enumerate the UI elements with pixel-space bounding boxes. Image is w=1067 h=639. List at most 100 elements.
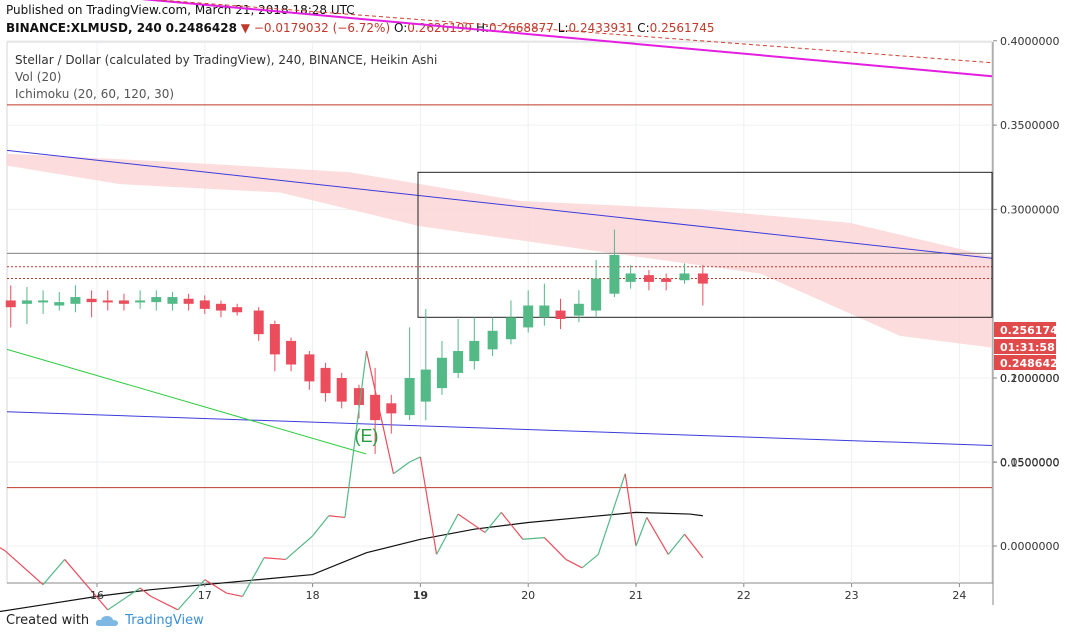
candle-down <box>215 303 226 311</box>
low-label: L: <box>557 21 569 35</box>
x-tick-label: 19 <box>413 589 428 602</box>
x-tick-label: 22 <box>737 589 751 602</box>
y-tick-label: 0.0500000 <box>1000 456 1060 469</box>
oscillator-segment <box>264 557 286 561</box>
oscillator-segment <box>204 579 227 594</box>
oscillator-segment <box>0 546 6 552</box>
oscillator-segment <box>4 550 44 586</box>
candle-up <box>70 297 81 304</box>
oscillator-segment <box>42 559 66 586</box>
open-label: O: <box>393 21 408 35</box>
candle-up <box>469 340 480 362</box>
oscillator-segment <box>409 456 421 463</box>
candle-up <box>625 273 636 282</box>
oscillator-segment <box>393 461 410 475</box>
x-tick-label: 24 <box>952 589 966 602</box>
candle-up <box>151 297 162 303</box>
x-tick-label: 20 <box>521 589 535 602</box>
created-with-label: Created with <box>6 613 90 628</box>
candle-up <box>436 357 447 389</box>
candle-down <box>661 278 672 282</box>
close-label: C: <box>637 21 650 35</box>
candle-up <box>539 305 550 318</box>
oscillator-segment <box>177 579 206 611</box>
candle-down <box>199 300 210 309</box>
price-tag-label: 0.2561745 <box>1000 324 1065 337</box>
candle-down <box>304 354 315 382</box>
oscillator-segment <box>684 533 704 559</box>
candle-down <box>232 307 243 313</box>
price-change: ▼ −0.0179032 (−6.72%) <box>240 21 391 35</box>
candle-down <box>320 367 331 394</box>
plot-frame <box>6 41 993 584</box>
x-tick-label: 17 <box>198 589 212 602</box>
price-tag-bg <box>994 355 1056 370</box>
close-value: 0.2561745 <box>649 21 715 35</box>
candle-down <box>118 300 129 304</box>
oscillator-segment <box>226 592 243 597</box>
oscillator-segment <box>543 537 567 560</box>
candle-up <box>523 305 534 328</box>
candle-up <box>420 369 431 402</box>
candle-down <box>697 273 708 284</box>
oscillator-segment <box>646 517 669 555</box>
candle-up <box>404 378 415 416</box>
ichimoku-legend: Ichimoku (20, 60, 120, 30) <box>15 87 174 101</box>
candle-up <box>487 330 498 350</box>
candle-down <box>555 310 566 319</box>
candle-up <box>54 302 65 306</box>
candle-down <box>5 300 16 308</box>
price-tag-label: 01:31:58 <box>1000 341 1055 354</box>
symbol-label: BINANCE:XLMUSD, 240 <box>6 21 162 35</box>
blue-upper-trendline <box>6 149 993 259</box>
oscillator-segment <box>242 557 265 597</box>
oscillator-segment <box>581 553 599 569</box>
x-tick-label: 18 <box>306 589 320 602</box>
candle-up <box>38 300 49 303</box>
tradingview-brand[interactable]: TradingView <box>125 613 204 628</box>
y-tick-label: 0.1500000 <box>1000 456 1060 469</box>
oscillator-segment <box>64 559 109 611</box>
oscillator-segment <box>522 537 545 540</box>
oscillator-segment <box>635 517 648 547</box>
oscillator-segment <box>365 350 395 474</box>
y-tick-label: 0.3500000 <box>1000 119 1060 132</box>
oscillator-segment <box>597 473 626 555</box>
candle-up <box>453 351 464 373</box>
candle-up <box>573 303 584 316</box>
oscillator-segment <box>457 513 486 534</box>
green-trendline <box>6 348 367 455</box>
oscillator-segment <box>667 533 685 555</box>
candle-down <box>86 298 97 303</box>
candle-down <box>643 275 654 282</box>
footer: Created with TradingView <box>6 613 204 628</box>
oscillator-segment <box>285 535 313 560</box>
y-tick-label: 0.4000000 <box>1000 35 1060 48</box>
published-line: Published on TradingView.com, March 21, … <box>6 3 355 17</box>
price-tag-label: 0.2486428 <box>1000 357 1065 370</box>
oscillator-segment <box>107 587 141 611</box>
candle-up <box>505 317 516 340</box>
oscillator-segment <box>328 515 346 519</box>
range-box <box>417 171 993 318</box>
candle-down <box>253 310 264 335</box>
candle-down <box>370 394 381 421</box>
x-tick-label: 21 <box>629 589 643 602</box>
oscillator-segment <box>484 512 502 533</box>
candle-up <box>609 254 620 294</box>
oscillator-segment <box>565 558 583 569</box>
oscillator-segment <box>139 587 152 597</box>
oscillator-segment <box>624 473 637 547</box>
annotation-label: (E) <box>355 426 379 446</box>
candle-down <box>336 378 347 402</box>
oscillator-segment <box>150 595 179 611</box>
candle-down <box>102 300 113 303</box>
magenta-trendline <box>140 0 993 78</box>
y-tick-label: 0.0000000 <box>1000 540 1060 553</box>
x-tick-label: 23 <box>845 589 859 602</box>
oscillator-segment <box>419 456 438 555</box>
candle-up <box>21 300 32 304</box>
candle-up <box>135 300 146 303</box>
y-tick-label: 0.2000000 <box>1000 372 1060 385</box>
